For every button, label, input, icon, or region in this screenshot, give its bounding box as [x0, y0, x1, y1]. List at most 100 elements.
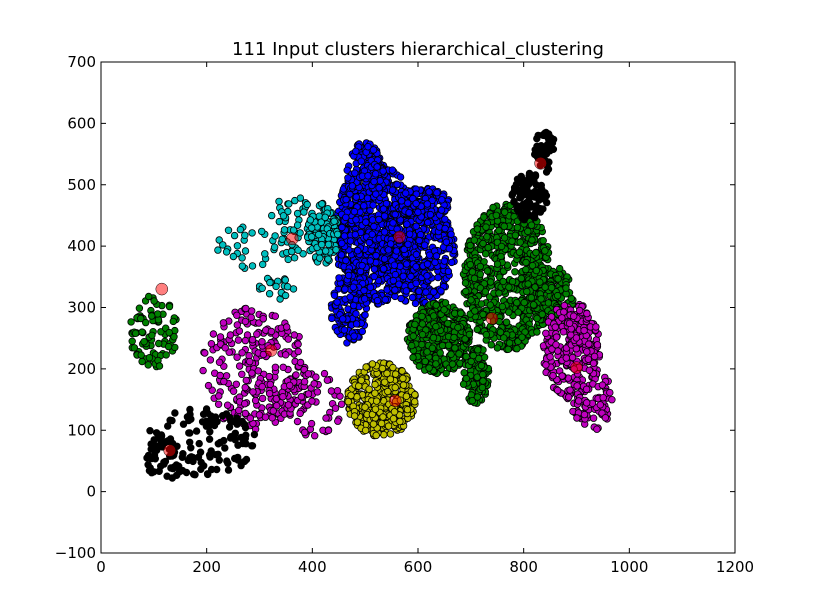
scatter-point	[231, 436, 239, 444]
scatter-point	[238, 254, 246, 262]
scatter-point	[372, 251, 380, 260]
scatter-point	[156, 442, 165, 450]
scatter-point	[185, 416, 193, 425]
scatter-point	[441, 224, 449, 233]
scatter-point	[373, 163, 381, 171]
scatter-point	[337, 251, 346, 259]
x-tick-label: 1000	[610, 558, 648, 576]
scatter-point	[238, 262, 246, 270]
scatter-point	[128, 337, 136, 345]
scatter-point	[292, 371, 300, 379]
scatter-point	[238, 370, 246, 378]
scatter-point	[558, 372, 566, 380]
x-tick-label: 400	[298, 558, 327, 576]
scatter-point	[338, 239, 346, 247]
cluster-center	[393, 230, 406, 244]
scatter-point	[304, 370, 312, 378]
scatter-point	[163, 437, 172, 445]
scatter-point	[258, 394, 267, 403]
scatter-point	[248, 442, 257, 450]
scatter-point	[215, 456, 223, 464]
cluster-center	[534, 157, 547, 170]
scatter-point	[466, 261, 474, 269]
scatter-point	[315, 212, 323, 220]
scatter-point	[565, 393, 573, 401]
scatter-point	[361, 403, 369, 411]
scatter-point	[542, 329, 550, 337]
scatter-point	[236, 225, 245, 234]
scatter-point	[339, 315, 347, 323]
scatter-point	[265, 372, 273, 381]
scatter-point	[396, 417, 404, 426]
scatter-point	[465, 330, 474, 339]
cluster-center	[163, 444, 176, 457]
scatter-point	[238, 349, 246, 357]
scatter-point	[240, 400, 249, 408]
scatter-point	[438, 196, 446, 204]
scatter-point	[493, 260, 502, 268]
scatter-point	[502, 318, 511, 326]
scatter-point	[533, 142, 541, 150]
y-tick-label: 600	[67, 114, 96, 132]
scatter-point	[378, 364, 387, 373]
scatter-point	[428, 344, 437, 352]
scatter-point	[213, 417, 221, 426]
scatter-point	[271, 312, 279, 320]
scatter-point	[215, 392, 223, 400]
scatter-point	[423, 260, 432, 268]
scatter-point	[477, 361, 486, 370]
scatter-point	[524, 280, 532, 288]
scatter-point	[565, 319, 574, 327]
scatter-point	[380, 228, 389, 236]
scatter-point	[346, 293, 354, 301]
scatter-point	[351, 230, 359, 239]
scatter-point	[388, 166, 397, 174]
scatter-point	[234, 336, 243, 344]
scatter-point	[283, 323, 291, 331]
scatter-point	[482, 250, 490, 258]
scatter-point	[596, 401, 604, 409]
scatter-point	[226, 331, 235, 339]
scatter-point	[370, 272, 378, 281]
scatter-point	[450, 333, 458, 342]
scatter-point	[412, 250, 421, 259]
scatter-point	[539, 236, 547, 245]
scatter-point	[483, 267, 492, 275]
scatter-point	[140, 338, 148, 346]
scatter-point	[248, 262, 257, 270]
scatter-point	[199, 366, 207, 375]
scatter-point	[482, 223, 490, 231]
scatter-point	[308, 233, 316, 241]
scatter-point	[429, 334, 438, 342]
scatter-point	[194, 453, 203, 461]
scatter-point	[267, 327, 276, 336]
scatter-point	[399, 381, 408, 389]
scatter-point	[186, 429, 194, 437]
scatter-point	[379, 413, 387, 421]
scatter-point	[529, 301, 538, 309]
scatter-point	[492, 211, 500, 219]
scatter-point	[441, 299, 450, 307]
scatter-point	[318, 240, 326, 249]
y-tick-label: 0	[86, 483, 96, 501]
scatter-point	[479, 310, 487, 319]
scatter-point	[386, 375, 395, 383]
scatter-point	[281, 276, 289, 284]
scatter-point	[286, 381, 294, 390]
scatter-point	[360, 202, 368, 210]
scatter-point	[395, 280, 403, 288]
scatter-point	[241, 247, 250, 255]
scatter-point	[521, 187, 530, 195]
scatter-point	[288, 247, 296, 256]
scatter-point	[536, 208, 545, 216]
scatter-point	[130, 344, 138, 352]
scatter-point	[135, 304, 144, 312]
scatter-point	[370, 265, 379, 273]
scatter-point	[272, 282, 280, 291]
scatter-point	[402, 392, 411, 400]
scatter-point	[300, 378, 309, 386]
cluster-center	[389, 394, 402, 408]
scatter-point	[368, 230, 376, 238]
scatter-point	[221, 344, 229, 352]
scatter-point	[405, 208, 413, 217]
